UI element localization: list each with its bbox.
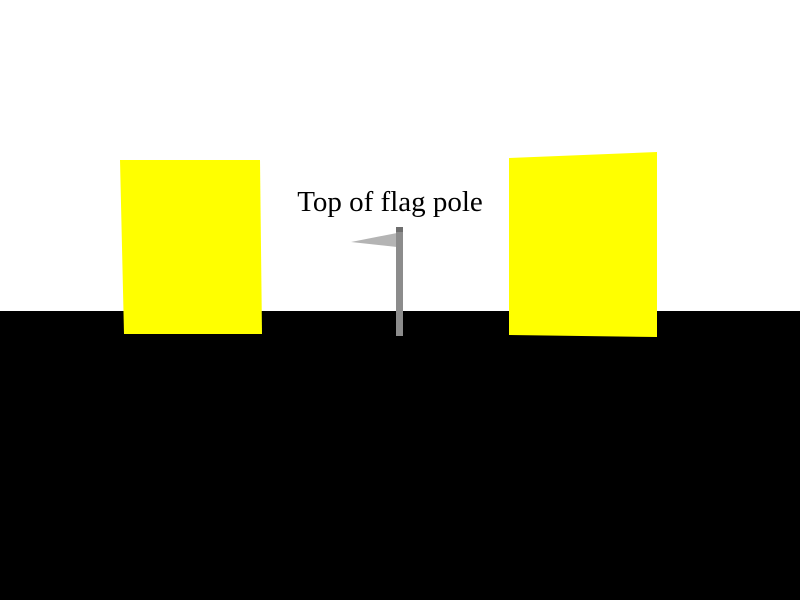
- left-yellow-panel: [120, 160, 262, 334]
- pole-shaft: [396, 229, 403, 336]
- right-yellow-panel: [509, 152, 657, 337]
- pole-top: [396, 227, 403, 232]
- ground: [0, 311, 800, 600]
- flag-icon: [351, 233, 397, 247]
- flag-pole: [351, 227, 403, 336]
- flag-pole-label: Top of flag pole: [297, 186, 483, 218]
